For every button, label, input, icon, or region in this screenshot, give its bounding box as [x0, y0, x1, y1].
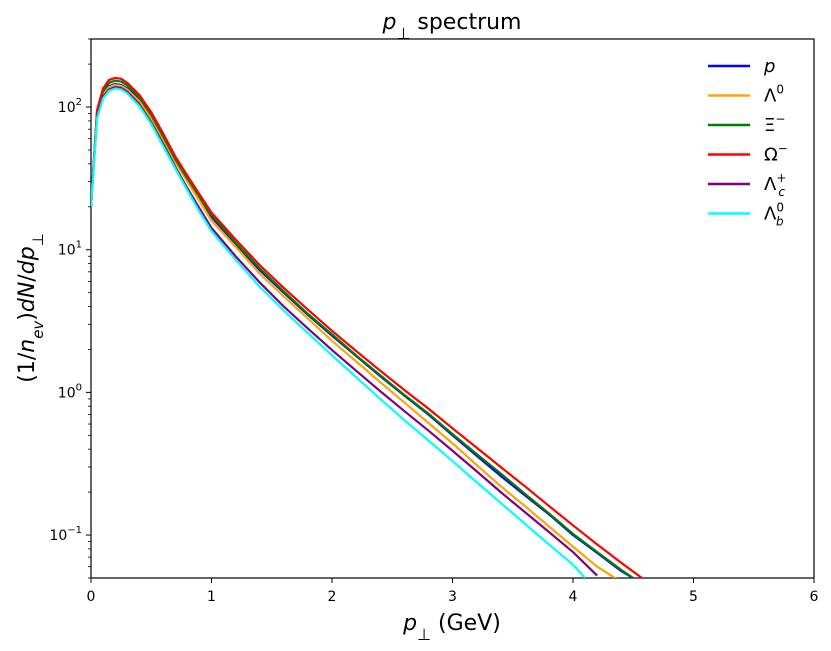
y-axis-ticks: 10−1 100 101 102 — [49, 38, 91, 579]
series-line--0 — [91, 83, 618, 578]
x-axis-label: p⊥ (GeV) — [402, 611, 501, 644]
y-tick-label: 10−1 — [49, 525, 82, 544]
y-axis-label: (1/nev)dN/dp⊥ — [15, 233, 47, 383]
y-tick-label: 102 — [58, 97, 82, 116]
legend-label--b0: Λ0 b — [764, 201, 784, 229]
series-layer — [91, 76, 644, 578]
legend: p Λ0 Ξ− Ω− Λ+ cΛ0 b — [708, 56, 788, 229]
x-axis-ticks: 0 1 2 3 4 5 6 — [87, 578, 819, 605]
series-line--c- — [91, 86, 598, 577]
x-tick-label: 1 — [207, 589, 216, 605]
x-tick-label: 5 — [689, 589, 698, 605]
x-tick-label: 2 — [328, 589, 337, 605]
x-tick-label: 0 — [87, 589, 96, 605]
legend-label--c-: Λ+ c — [764, 171, 786, 199]
series-line--b0 — [91, 87, 586, 578]
y-tick-label: 100 — [58, 382, 82, 401]
legend-label--: Ξ− — [764, 112, 785, 136]
plot-frame — [90, 38, 815, 579]
legend-label--0: Λ0 — [764, 83, 784, 107]
legend-label--: Ω− — [764, 142, 788, 166]
series-line-- — [91, 76, 644, 578]
y-tick-label: 101 — [58, 240, 82, 259]
x-tick-label: 6 — [810, 589, 819, 605]
x-tick-label: 4 — [569, 589, 578, 605]
series-line-- — [91, 79, 634, 578]
x-tick-label: 3 — [448, 589, 457, 605]
chart-title: p⊥ spectrum — [381, 10, 521, 43]
legend-label-p: p — [763, 56, 775, 77]
